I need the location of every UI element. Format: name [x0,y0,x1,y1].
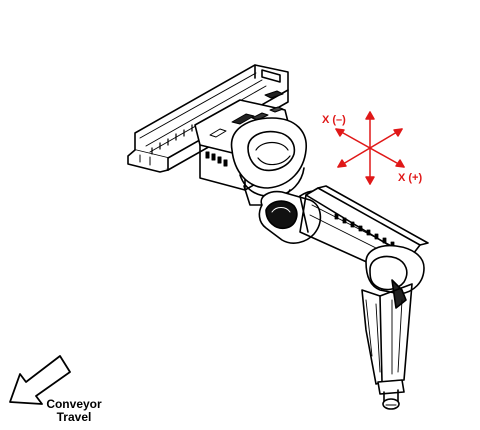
robot-shoulder [230,117,307,206]
conveyor-rail [127,64,289,173]
conveyor-label-line2: Travel [56,410,92,424]
conveyor-direction-arrow-icon [9,355,71,405]
robot-wrist-joint [365,244,425,309]
x-plus-label: X (+) [398,172,423,184]
conveyor-label-line1: Conveyor [46,397,102,411]
coordinate-axes-icon [335,111,405,185]
conveyor-travel-label: Conveyor Travel [34,398,114,424]
robot-end-effector [377,379,405,410]
x-minus-label: X (–) [322,114,346,126]
